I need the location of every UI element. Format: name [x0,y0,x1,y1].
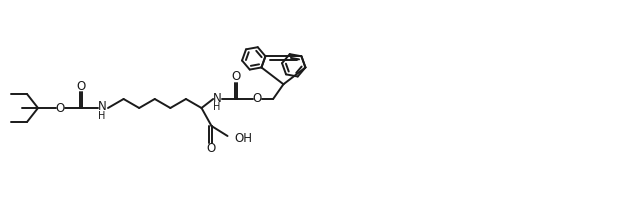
Text: OH: OH [234,132,252,146]
Text: H: H [98,111,106,121]
Text: N: N [98,100,107,114]
Text: N: N [213,92,221,104]
Text: O: O [206,142,215,156]
Text: H: H [213,102,221,112]
Text: O: O [232,71,241,83]
Text: O: O [252,92,262,104]
Text: O: O [55,102,65,114]
Text: O: O [76,79,85,93]
